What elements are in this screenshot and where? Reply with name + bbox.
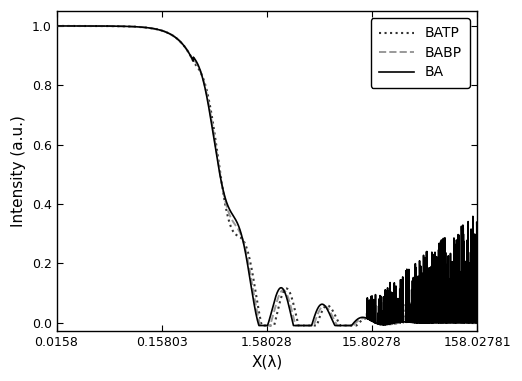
BA [256, 323, 262, 328]
BA [53, 24, 60, 28]
BA [440, 236, 446, 241]
BATP [233, 233, 240, 237]
BATP [253, 294, 259, 299]
Line: BA: BA [56, 26, 477, 325]
BABP [230, 219, 236, 224]
BABP [474, 320, 480, 325]
BATP [258, 323, 265, 328]
Y-axis label: Intensity (a.u.): Intensity (a.u.) [11, 115, 26, 227]
BA [359, 315, 365, 320]
BABP [53, 24, 60, 28]
Line: BABP: BABP [56, 26, 477, 325]
BABP [253, 306, 259, 311]
BATP [440, 302, 446, 307]
Line: BATP: BATP [56, 26, 477, 325]
BA [253, 313, 259, 318]
BATP [359, 318, 365, 322]
BA [461, 320, 467, 325]
BABP [233, 224, 240, 229]
BATP [230, 229, 236, 234]
BABP [359, 316, 365, 321]
BATP [474, 320, 480, 325]
BA [474, 221, 480, 226]
BABP [461, 320, 467, 325]
BATP [461, 303, 467, 307]
Legend: BATP, BABP, BA: BATP, BABP, BA [371, 18, 470, 88]
BA [230, 213, 236, 218]
X-axis label: X(λ): X(λ) [251, 355, 282, 370]
BABP [257, 323, 264, 328]
BA [233, 219, 240, 224]
BABP [440, 320, 446, 325]
BATP [53, 24, 60, 28]
